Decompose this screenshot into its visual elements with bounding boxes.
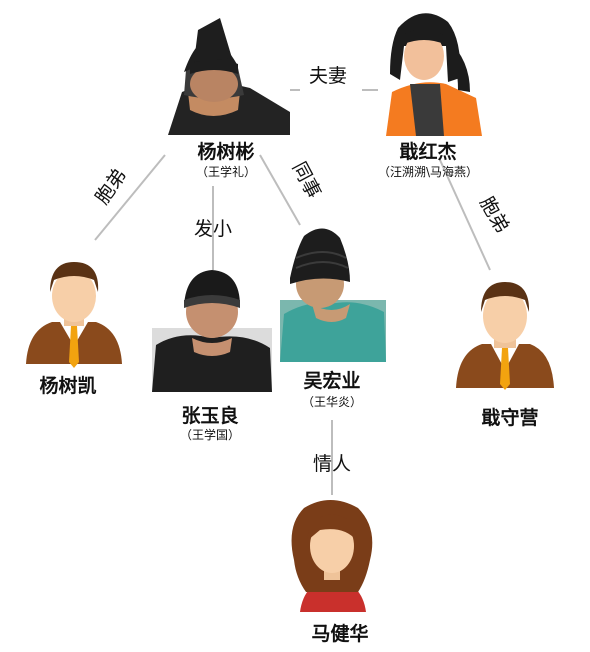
name-wu-hongye: 吴宏业 bbox=[303, 369, 360, 392]
line-colleague bbox=[259, 154, 301, 226]
relation-lover: 情人 bbox=[313, 453, 351, 475]
alias-zhang-yuliang: （王学国） bbox=[180, 427, 240, 442]
avatar-yang-shukai bbox=[26, 262, 122, 368]
alias-wu-hongye: （王华炎） bbox=[302, 395, 362, 409]
relation-childhood-friend: 发小 bbox=[194, 218, 232, 240]
name-ji-hongjie: 戢红杰 bbox=[399, 140, 456, 163]
name-yang-shukai: 杨树凯 bbox=[39, 374, 96, 397]
avatar-ma-jianhua bbox=[291, 500, 373, 612]
name-yang-shubin: 杨树彬 bbox=[197, 140, 254, 163]
photo-zhang-yuliang bbox=[152, 270, 272, 392]
relation-colleague: 同事 bbox=[288, 158, 325, 202]
alias-yang-shubin: （王学礼） bbox=[196, 164, 256, 179]
connector-lines bbox=[94, 89, 491, 495]
name-ji-shouying: 戢守营 bbox=[481, 406, 538, 429]
name-ma-jianhua: 马健华 bbox=[311, 622, 368, 645]
avatar-ji-shouying bbox=[456, 282, 554, 390]
name-zhang-yuliang: 张玉良 bbox=[181, 404, 238, 427]
relation-brother-left: 胞弟 bbox=[91, 165, 131, 209]
photo-yang-shubin bbox=[168, 18, 290, 135]
photo-wu-hongye bbox=[280, 228, 386, 362]
relation-spouse: 夫妻 bbox=[309, 65, 347, 87]
photo-ji-hongjie bbox=[378, 13, 482, 136]
line-brother-right bbox=[439, 159, 491, 271]
alias-ji-hongjie: （汪溯溯\马海燕） bbox=[378, 164, 478, 179]
line-brother-left bbox=[94, 154, 166, 241]
relation-brother-right: 胞弟 bbox=[475, 193, 513, 237]
